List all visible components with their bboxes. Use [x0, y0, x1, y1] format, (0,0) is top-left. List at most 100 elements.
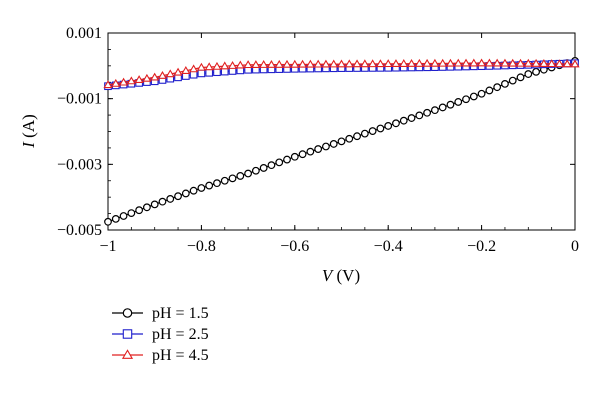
data-point [376, 124, 385, 133]
data-point [181, 66, 191, 74]
data-point [399, 59, 409, 67]
data-point [274, 59, 284, 68]
data-point [103, 80, 113, 89]
data-point [532, 67, 540, 76]
series-3 [103, 58, 580, 89]
data-point [485, 86, 494, 95]
data-point [205, 68, 214, 77]
data-point [157, 70, 168, 79]
data-point [104, 217, 112, 226]
data-point [243, 60, 253, 69]
data-point [158, 197, 167, 206]
x-axis-label-unit: (V) [337, 266, 361, 285]
data-point [251, 60, 261, 68]
data-point [462, 95, 470, 104]
data-point [477, 58, 487, 67]
data-point [290, 59, 300, 68]
data-point [469, 58, 479, 67]
data-point [142, 73, 152, 82]
legend-item: pH = 1.5 [112, 305, 209, 322]
data-point [197, 69, 206, 78]
x-axis: −1 −0.8 −0.6 −0.4 −0.2 0 [99, 33, 579, 255]
data-point [539, 59, 549, 67]
x-tick-label: 0 [571, 238, 579, 255]
data-point [368, 59, 378, 68]
data-point [524, 70, 533, 78]
data-point [336, 59, 347, 68]
data-point [570, 59, 580, 68]
data-point [430, 58, 440, 67]
data-point [122, 329, 133, 339]
data-point [516, 73, 525, 82]
data-point [453, 58, 463, 67]
data-point [508, 58, 518, 67]
y-tick-label: 0.001 [66, 25, 102, 42]
data-point [454, 98, 463, 106]
data-point [121, 349, 134, 359]
data-point [431, 106, 439, 115]
data-point [173, 67, 183, 76]
data-point [297, 59, 308, 68]
data-point [329, 59, 339, 68]
data-point [314, 145, 323, 153]
data-point [220, 176, 229, 185]
data-point [423, 108, 432, 117]
data-point [213, 179, 221, 188]
data-point [204, 62, 214, 71]
data-point [438, 103, 447, 112]
legend-item: pH = 4.5 [112, 347, 209, 364]
x-axis-label: V (V) [322, 266, 360, 285]
legend-label: pH = 4.5 [152, 347, 209, 364]
data-point [174, 192, 182, 201]
data-point [166, 195, 175, 203]
data-point [391, 59, 401, 67]
data-point [150, 200, 159, 209]
data-point [305, 59, 315, 68]
y-tick-label: −0.005 [57, 222, 102, 239]
legend-label: pH = 2.5 [152, 326, 209, 343]
y-axis-label-unit: (A) [19, 114, 38, 138]
data-point [111, 214, 120, 223]
data-point [492, 58, 502, 67]
data-point [508, 76, 517, 85]
data-point [344, 59, 354, 68]
data-point [384, 122, 393, 130]
data-point [445, 58, 456, 67]
data-point [119, 212, 128, 220]
data-point [236, 172, 245, 180]
legend: pH = 1.5 pH = 2.5 pH = 4.5 [112, 305, 209, 364]
data-point [150, 72, 160, 81]
series-1 [104, 57, 579, 226]
data-point [321, 59, 331, 68]
data-point [313, 59, 323, 68]
data-point [259, 164, 268, 172]
data-point [501, 79, 509, 88]
data-point [337, 137, 346, 146]
data-point [406, 58, 417, 67]
data-point [484, 58, 494, 67]
data-point [345, 134, 354, 143]
data-point [189, 64, 199, 73]
x-tick-label: −0.4 [374, 238, 403, 255]
data-point [244, 169, 253, 178]
y-tick-label: −0.003 [57, 156, 102, 173]
x-tick-label: −0.6 [280, 238, 309, 255]
data-point [118, 77, 129, 86]
data-point [283, 155, 291, 164]
data-point [461, 58, 471, 67]
data-point [500, 58, 510, 67]
data-point [227, 60, 238, 69]
data-point [469, 92, 478, 101]
y-tick-label: −0.001 [57, 91, 102, 108]
y-axis: 0.001 −0.001 −0.003 −0.005 [57, 25, 575, 239]
data-point [189, 186, 198, 195]
data-point [352, 59, 362, 68]
data-point [205, 181, 214, 190]
legend-label: pH = 1.5 [152, 305, 209, 322]
data-point [329, 140, 338, 148]
data-point [322, 142, 330, 151]
data-point [212, 61, 222, 70]
data-point [407, 114, 416, 122]
data-point [493, 83, 502, 92]
